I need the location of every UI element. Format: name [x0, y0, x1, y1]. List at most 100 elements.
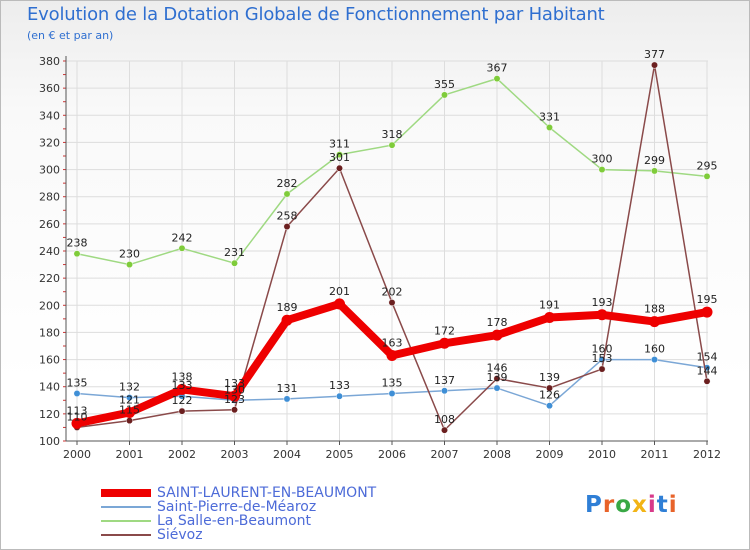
data-label-saint-pierre-de-m-aroz: 133 [172, 379, 193, 392]
data-point-si-voz [388, 299, 396, 307]
data-point-si-voz [126, 417, 133, 425]
data-label-la-salle-en-beaumont: 355 [434, 78, 455, 91]
data-label-saint-pierre-de-m-aroz: 160 [644, 343, 665, 356]
data-point-saint-laurent-en-beaumont [334, 298, 345, 310]
legend-swatch [101, 506, 151, 508]
x-tick-label: 2012 [693, 448, 721, 461]
data-point-saint-laurent-en-beaumont [386, 350, 398, 361]
series-lines [71, 61, 713, 434]
data-point-si-voz [178, 407, 186, 415]
y-tick-label: 100 [39, 435, 60, 448]
data-label-la-salle-en-beaumont: 367 [487, 62, 508, 75]
data-point-si-voz [336, 164, 343, 172]
y-tick-label: 340 [39, 109, 60, 122]
data-point-saint-pierre-de-m-aroz [283, 395, 291, 403]
data-point-saint-laurent-en-beaumont [281, 314, 293, 326]
proxiti-logo: Proxiti [585, 492, 678, 518]
data-label-la-salle-en-beaumont: 238 [67, 237, 88, 250]
y-tick-label: 180 [39, 326, 60, 339]
y-tick-label: 300 [39, 164, 60, 177]
legend: SAINT-LAURENT-EN-BEAUMONT Saint-Pierre-de… [101, 486, 376, 542]
data-label-saint-pierre-de-m-aroz: 132 [119, 381, 140, 394]
data-point-la-salle-en-beaumont [336, 151, 343, 159]
data-label-saint-pierre-de-m-aroz: 160 [592, 343, 613, 356]
chart-subtitle: (en € et par an) [27, 29, 114, 42]
y-tick-label: 360 [39, 82, 60, 95]
legend-item: SAINT-LAURENT-EN-BEAUMONT [101, 486, 376, 500]
data-label-si-voz: 146 [487, 362, 508, 375]
grid [66, 60, 708, 442]
y-tick-label: 320 [39, 136, 60, 149]
x-tick-label: 2000 [63, 448, 91, 461]
data-label-saint-pierre-de-m-aroz: 135 [382, 377, 403, 390]
data-point-saint-pierre-de-m-aroz [546, 402, 553, 410]
data-label-la-salle-en-beaumont: 230 [119, 248, 140, 261]
y-tick-label: 220 [39, 272, 60, 285]
data-point-saint-laurent-en-beaumont [176, 383, 188, 395]
data-point-saint-pierre-de-m-aroz [336, 392, 343, 400]
data-label-saint-laurent-en-beaumont: 113 [67, 404, 88, 417]
data-point-la-salle-en-beaumont [231, 259, 238, 267]
data-label-la-salle-en-beaumont: 295 [697, 159, 718, 172]
logo-letter: P [585, 492, 603, 518]
data-label-la-salle-en-beaumont: 318 [382, 128, 403, 141]
y-tick-label: 260 [39, 218, 60, 231]
data-label-si-voz: 122 [172, 394, 193, 407]
legend-item: Siévoz [101, 528, 376, 542]
axes: 100 120 140 160 180 200 220 240 260 280 300 320 340 3… [39, 55, 721, 461]
y-tick-label: 120 [39, 408, 60, 421]
logo-letter: i [668, 492, 678, 518]
data-point-saint-laurent-en-beaumont [544, 312, 555, 323]
data-point-la-salle-en-beaumont [493, 75, 501, 83]
legend-label: Saint-Pierre-de-Méaroz [157, 499, 317, 515]
data-point-si-voz [283, 223, 291, 231]
data-label-si-voz: 301 [329, 151, 350, 164]
data-label-saint-laurent-en-beaumont: 188 [644, 303, 665, 316]
x-tick-label: 2005 [326, 448, 354, 461]
data-label-saint-pierre-de-m-aroz: 154 [697, 351, 718, 364]
data-point-si-voz [598, 365, 606, 373]
data-label-saint-laurent-en-beaumont: 172 [434, 324, 455, 337]
data-point-saint-pierre-de-m-aroz [493, 384, 501, 392]
y-tick-label: 380 [39, 55, 60, 68]
data-point-la-salle-en-beaumont [441, 91, 448, 99]
data-point-saint-pierre-de-m-aroz [441, 387, 448, 395]
data-label-si-voz: 123 [224, 393, 245, 406]
chart-title: Evolution de la Dotation Globale de Fonc… [27, 4, 605, 25]
data-point-saint-pierre-de-m-aroz [126, 394, 133, 402]
data-label-saint-laurent-en-beaumont: 138 [172, 370, 193, 383]
legend-label: La Salle-en-Beaumont [157, 513, 312, 529]
legend-label: Siévoz [157, 527, 203, 543]
data-point-saint-pierre-de-m-aroz [73, 390, 81, 397]
x-tick-label: 2002 [168, 448, 196, 461]
data-label-saint-laurent-en-beaumont: 178 [487, 316, 508, 329]
logo-letter: r [602, 492, 616, 518]
data-point-saint-laurent-en-beaumont [701, 306, 713, 318]
data-label-saint-pierre-de-m-aroz: 135 [67, 377, 88, 390]
y-tick-label: 140 [39, 381, 60, 394]
y-tick-label: 160 [39, 354, 60, 367]
data-label-la-salle-en-beaumont: 299 [644, 154, 665, 167]
data-point-la-salle-en-beaumont [651, 167, 658, 175]
x-tick-label: 2001 [116, 448, 144, 461]
data-point-la-salle-en-beaumont [388, 141, 396, 149]
data-label-saint-laurent-en-beaumont: 133 [224, 377, 245, 390]
x-tick-label: 2011 [641, 448, 669, 461]
legend-swatch [101, 489, 151, 497]
data-label-la-salle-en-beaumont: 231 [224, 246, 245, 259]
data-label-la-salle-en-beaumont: 300 [592, 153, 613, 166]
legend-item: La Salle-en-Beaumont [101, 514, 376, 528]
data-label-saint-pierre-de-m-aroz: 126 [539, 389, 560, 402]
data-point-saint-pierre-de-m-aroz [388, 390, 396, 397]
data-point-la-salle-en-beaumont [546, 124, 553, 131]
x-tick-label: 2004 [273, 448, 301, 461]
data-point-la-salle-en-beaumont [73, 250, 81, 258]
data-point-saint-laurent-en-beaumont [439, 337, 450, 349]
data-point-si-voz [703, 377, 711, 385]
data-label-saint-pierre-de-m-aroz: 139 [487, 371, 508, 384]
data-point-saint-laurent-en-beaumont [229, 390, 240, 402]
data-label-si-voz: 377 [644, 48, 665, 61]
